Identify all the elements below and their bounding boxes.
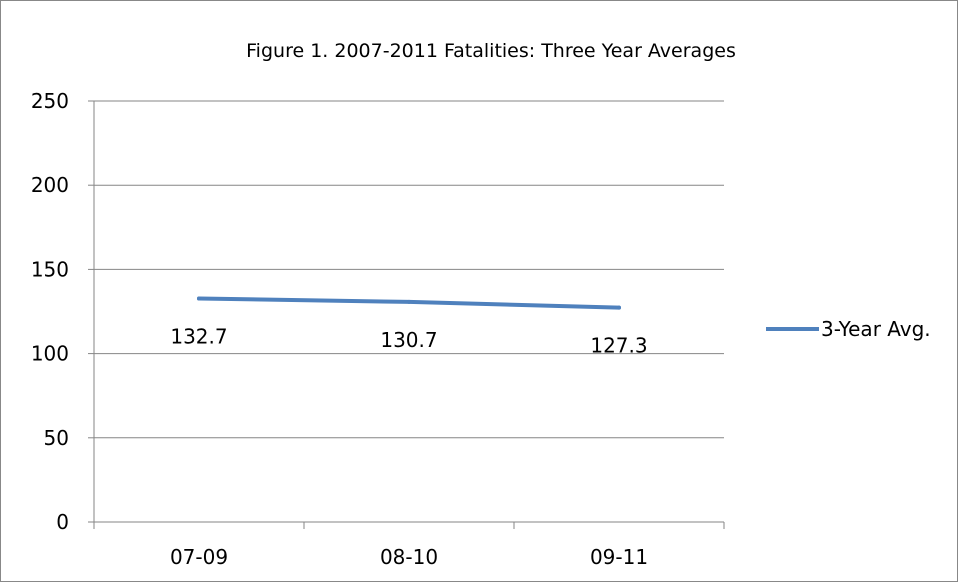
- y-tick-label: 150: [31, 257, 69, 281]
- data-label: 127.3: [590, 334, 647, 358]
- y-tick-label: 100: [31, 342, 69, 366]
- y-tick-label: 50: [44, 426, 69, 450]
- data-point: [407, 299, 411, 304]
- axes: [93, 101, 724, 523]
- x-tick-label: 07-09: [170, 545, 228, 569]
- legend: 3-Year Avg.: [766, 317, 931, 341]
- data-label: 130.7: [380, 328, 437, 352]
- data-point: [617, 305, 621, 310]
- gridlines: [94, 100, 724, 439]
- chart-title: Figure 1. 2007-2011 Fatalities: Three Ye…: [246, 40, 736, 62]
- y-tick-label: 200: [31, 173, 69, 197]
- x-tick-label: 09-11: [590, 545, 648, 569]
- y-tick-label: 250: [31, 89, 69, 113]
- x-axis-ticks: 07-09 08-10 09-11: [93, 522, 725, 569]
- x-tick-label: 08-10: [380, 545, 438, 569]
- series-group: 132.7 130.7 127.3: [170, 296, 648, 358]
- y-tick-label: 0: [56, 510, 69, 534]
- data-point: [197, 296, 201, 301]
- legend-label: 3-Year Avg.: [821, 317, 931, 341]
- data-label: 132.7: [170, 325, 227, 349]
- y-axis-ticks: 0 50 100 150 200 250: [31, 89, 94, 534]
